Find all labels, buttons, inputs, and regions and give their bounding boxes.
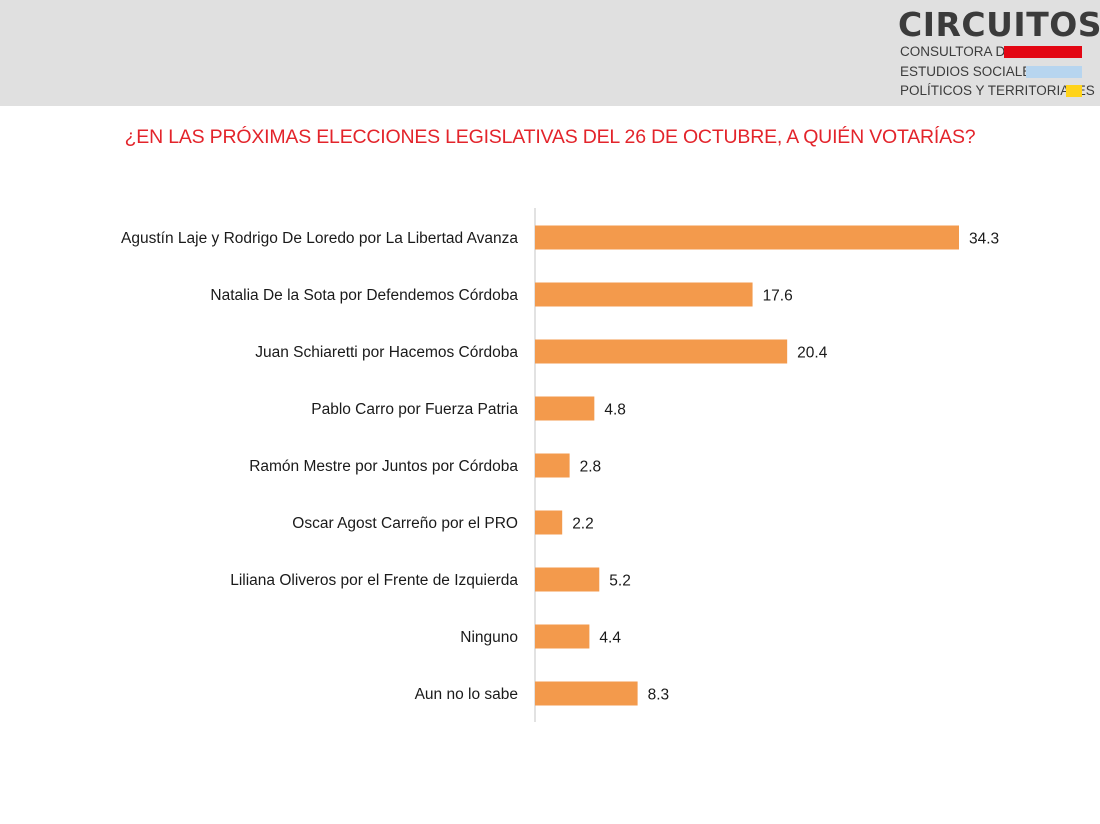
chart-title: ¿EN LAS PRÓXIMAS ELECCIONES LEGISLATIVAS… — [124, 126, 976, 148]
category-label: Oscar Agost Carreño por el PRO — [292, 515, 518, 532]
logo-red-stripe — [1004, 46, 1082, 58]
category-label: Aun no lo sabe — [415, 686, 518, 703]
data-label: 5.2 — [609, 573, 631, 590]
circuitos-logo: CIRCUITOS CONSULTORA DE ESTUDIOS SOCIALE… — [898, 8, 1100, 100]
bar — [535, 339, 788, 364]
data-label: 2.8 — [580, 459, 602, 476]
bar — [535, 453, 570, 478]
bar — [535, 681, 638, 706]
category-label: Agustín Laje y Rodrigo De Loredo por La … — [121, 230, 518, 247]
category-label: Ninguno — [460, 629, 518, 646]
data-label: 20.4 — [797, 345, 828, 362]
data-label: 4.4 — [599, 630, 621, 647]
header-band — [0, 0, 1100, 106]
data-label: 8.3 — [648, 687, 670, 704]
logo-tagline-2: ESTUDIOS SOCIALES, — [900, 64, 1045, 79]
bar — [535, 567, 600, 592]
category-label: Pablo Carro por Fuerza Patria — [311, 401, 518, 418]
category-label: Juan Schiaretti por Hacemos Córdoba — [255, 344, 518, 361]
data-label: 2.2 — [572, 516, 594, 533]
logo-yellow-stripe — [1066, 85, 1082, 97]
bar — [535, 624, 590, 649]
logo-name: CIRCUITOS — [898, 5, 1100, 44]
data-label: 4.8 — [604, 402, 626, 419]
data-label: 17.6 — [763, 288, 793, 305]
data-label: 34.3 — [969, 231, 999, 248]
category-label: Liliana Oliveros por el Frente de Izquie… — [230, 572, 518, 589]
bar — [535, 510, 563, 535]
bar — [535, 282, 753, 307]
category-label: Ramón Mestre por Juntos por Córdoba — [249, 458, 518, 475]
bar — [535, 225, 959, 250]
bar — [535, 396, 595, 421]
logo-blue-stripe — [1026, 66, 1082, 78]
category-label: Natalia De la Sota por Defendemos Córdob… — [210, 287, 518, 304]
logo-tagline-3: POLÍTICOS Y TERRITORIALES — [900, 83, 1095, 98]
logo-tagline-1: CONSULTORA DE — [900, 44, 1015, 59]
